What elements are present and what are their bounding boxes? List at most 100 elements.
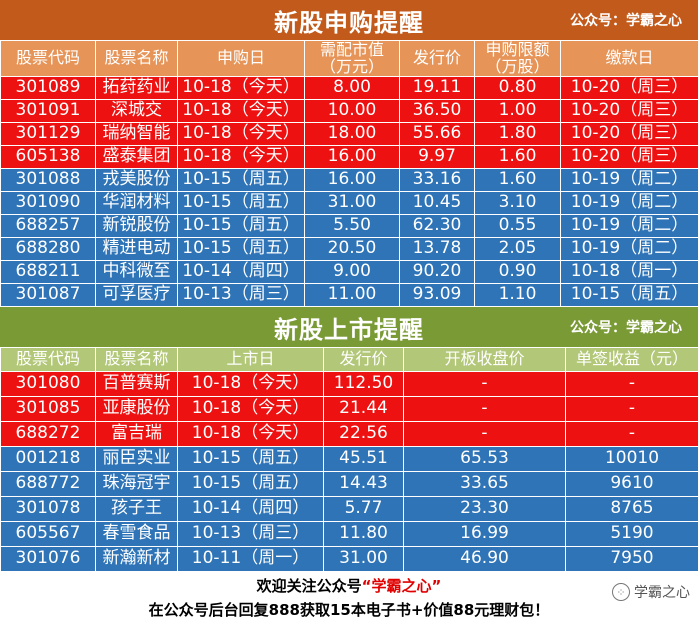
col-stock-name: 股票名称 [96,41,178,77]
table-cell: 0.55 [475,215,561,238]
table-cell: 8.00 [305,77,400,100]
col-stock-code: 股票代码 [1,41,96,77]
table-cell: 百普赛斯 [96,372,178,397]
footer: 欢迎关注公众号“学霸之心” 在公众号后台回复888获取15本电子书+价值88元理… [0,572,698,621]
table-cell: 1.10 [475,284,561,307]
listing-header-row: 股票代码 股票名称 上市日 发行价 开板收盘价 单签收益（元） [1,348,698,372]
table-cell: 13.78 [400,238,475,261]
table-cell: 19.11 [400,77,475,100]
col-issue-price: 发行价 [400,41,475,77]
table-cell: 10-15（周五） [178,238,305,261]
table-cell: 10-18（今天） [178,146,305,169]
col-issue-price: 发行价 [324,348,404,372]
table-cell: 可孚医疗 [96,284,178,307]
table-cell: 0.80 [475,77,561,100]
table-cell: 10-18（今天） [178,397,324,422]
table-cell: 新锐股份 [96,215,178,238]
table-cell: 65.53 [404,447,566,472]
table-cell: 10010 [566,447,698,472]
col-per-lot-profit: 单签收益（元） [566,348,698,372]
listing-account: 公众号：学霸之心 [570,317,682,337]
table-cell: 10-15（周五） [178,169,305,192]
table-cell: 10-13（周三） [178,522,324,547]
table-cell: 301078 [1,497,96,522]
table-cell: 33.65 [404,472,566,497]
table-cell: 瑞纳智能 [96,123,178,146]
table-cell: 亚康股份 [96,397,178,422]
table-cell: - [404,397,566,422]
table-cell: 301090 [1,192,96,215]
table-cell: 605138 [1,146,96,169]
table-cell: 10-15（周五） [178,447,324,472]
table-cell: 8765 [566,497,698,522]
table-cell: 3.10 [475,192,561,215]
table-cell: 1.60 [475,169,561,192]
table-cell: 55.66 [400,123,475,146]
subscription-table: 股票代码 股票名称 申购日 需配市值 （万元） 发行价 申购限额 （万股） 缴款… [0,40,698,307]
table-cell: 688211 [1,261,96,284]
table-cell: 10-18（周一） [561,261,698,284]
table-cell: 10-15（周五） [178,472,324,497]
table-cell: 10-18（今天） [178,372,324,397]
footer-promo-text: 在公众号后台回复888获取15本电子书+价值88元理财包！ [0,599,698,620]
ipo-reminder-page: 新股申购提醒 公众号：学霸之心 股票代码 股票名称 申购日 需配市值 （万元） … [0,0,698,589]
table-cell: 688772 [1,472,96,497]
table-cell: 688280 [1,238,96,261]
wechat-icon: ⁘ [612,583,630,601]
table-cell: 21.44 [324,397,404,422]
watermark: ⁘ 学霸之心 [612,582,690,602]
table-cell: 10-18（今天） [178,422,324,447]
table-cell: 605567 [1,522,96,547]
subscription-account: 公众号：学霸之心 [570,10,682,30]
table-cell: 10-19（周二） [561,215,698,238]
table-cell: 5.77 [324,497,404,522]
table-cell: 10-18（今天） [178,123,305,146]
table-cell: 001218 [1,447,96,472]
table-cell: 精进电动 [96,238,178,261]
table-cell: 301087 [1,284,96,307]
table-cell: 丽臣实业 [96,447,178,472]
table-cell: 36.50 [400,100,475,123]
table-cell: 0.90 [475,261,561,284]
col-stock-name: 股票名称 [96,348,178,372]
table-cell: 10-20（周三） [561,77,698,100]
table-cell: 23.30 [404,497,566,522]
table-cell: 10-19（周二） [561,238,698,261]
table-cell: 中科微至 [96,261,178,284]
table-cell: 10-19（周二） [561,192,698,215]
table-cell: 112.50 [324,372,404,397]
table-cell: 盛泰集团 [96,146,178,169]
table-cell: 301076 [1,547,96,572]
table-cell: 688272 [1,422,96,447]
table-cell: 10-18（今天） [178,100,305,123]
table-cell: 10-15（周五） [561,284,698,307]
table-cell: 新瀚新材 [96,547,178,572]
table-cell: 10-20（周三） [561,100,698,123]
table-cell: 301089 [1,77,96,100]
table-cell: 301129 [1,123,96,146]
table-cell: 10-20（周三） [561,123,698,146]
table-cell: 18.00 [305,123,400,146]
col-subscription-date: 申购日 [178,41,305,77]
table-cell: 华润材料 [96,192,178,215]
table-cell: 10-14（周四） [178,497,324,522]
table-cell: 10-14（周四） [178,261,305,284]
table-cell: - [404,422,566,447]
table-cell: 31.00 [324,547,404,572]
table-cell: 688257 [1,215,96,238]
table-cell: 301080 [1,372,96,397]
table-cell: 16.00 [305,169,400,192]
col-listing-date: 上市日 [178,348,324,372]
table-cell: 5190 [566,522,698,547]
col-stock-code: 股票代码 [1,348,96,372]
table-cell: 90.20 [400,261,475,284]
